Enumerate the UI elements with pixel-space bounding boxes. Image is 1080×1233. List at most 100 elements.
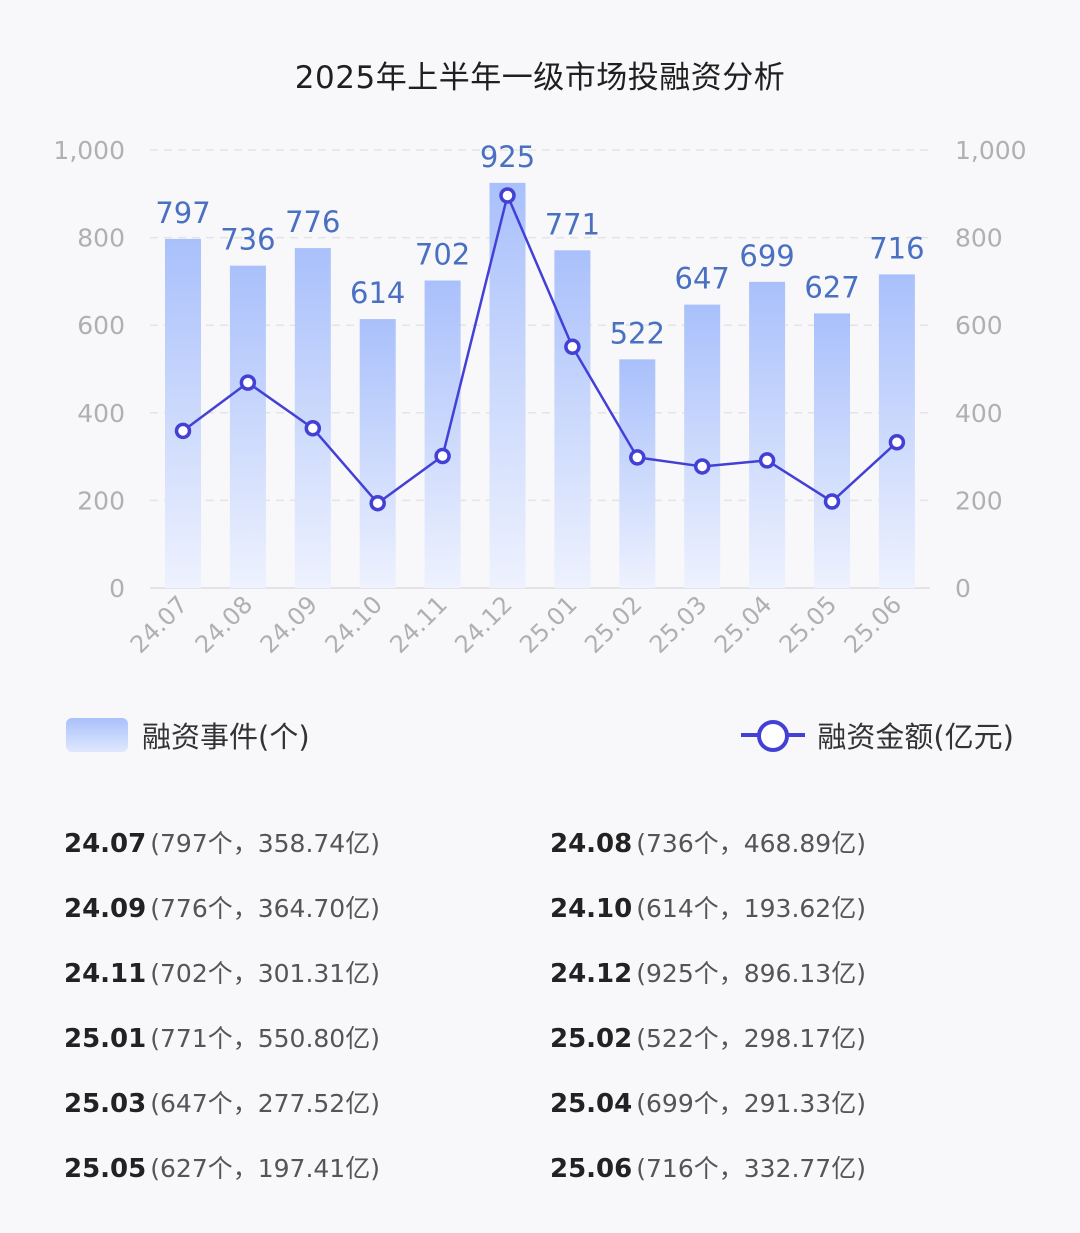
line-point: [174, 422, 192, 440]
summary-month: 25.06: [550, 1154, 633, 1184]
bar: [294, 248, 331, 588]
x-tick-label: 25.03: [644, 590, 712, 658]
summary-detail: (627个，197.41亿): [150, 1154, 380, 1183]
bar-value-label: 736: [220, 223, 275, 257]
x-tick-label: 25.05: [774, 590, 842, 658]
legend-line-label: 融资金额(亿元): [817, 720, 1014, 754]
summary-month: 24.10: [550, 894, 633, 924]
line-point: [499, 187, 516, 204]
bar: [359, 319, 396, 588]
summary-detail: (699个，291.33亿): [636, 1089, 866, 1118]
y-right-tick-label: 200: [955, 486, 1003, 515]
summary-detail: (736个，468.89亿): [636, 829, 866, 858]
combo-chart: 0 200 400 600 800 1,000 0 200 400 600 800 1,000 797 7…: [53, 136, 1027, 659]
line-point: [369, 494, 386, 512]
summary-item: 24.11 (702个，301.31亿): [64, 956, 550, 992]
bar: [684, 304, 721, 588]
x-tick-label: 24.10: [320, 590, 388, 658]
line-point: [304, 420, 322, 437]
bar-value-label: 716: [869, 231, 924, 265]
summary-item: 25.05 (627个，197.41亿): [64, 1151, 550, 1187]
legend-bars-label: 融资事件(个): [142, 720, 310, 754]
y-right-tick-label: 800: [955, 224, 1003, 253]
bar-value-label: 627: [804, 270, 859, 304]
y-right-tick-label: 0: [955, 574, 971, 603]
summary-item: 25.02 (522个，298.17亿): [550, 1021, 1024, 1057]
summary-month: 24.11: [64, 959, 147, 989]
summary-detail: (797个，358.74亿): [150, 829, 380, 858]
summary-detail: (702个，301.31亿): [150, 959, 380, 988]
y-right-tick-label: 600: [955, 311, 1003, 340]
summary-month: 24.08: [550, 829, 633, 859]
summary-item: 24.09 (776个，364.70亿): [64, 891, 550, 927]
line-point: [888, 433, 906, 451]
bar-value-label: 702: [415, 238, 470, 272]
y-left-tick-label: 800: [77, 224, 125, 253]
x-tick-label: 24.11: [384, 590, 452, 658]
summary-item: 25.03 (647个，277.52亿): [64, 1086, 550, 1122]
bar-value-label: 699: [739, 239, 794, 273]
summary-month: 24.12: [550, 959, 633, 989]
bar-value-label: 776: [285, 205, 340, 239]
bar: [878, 274, 915, 588]
x-tick-label: 25.01: [514, 590, 582, 658]
summary-item: 24.10 (614个，193.62亿): [550, 891, 1024, 927]
y-right-tick-label: 400: [955, 399, 1003, 428]
bar: [165, 238, 201, 588]
line-marker-icon: [741, 718, 806, 752]
amount-line: [182, 194, 898, 505]
summary-month: 24.07: [64, 829, 147, 859]
line-point: [629, 449, 646, 466]
bar-value-label: 771: [545, 207, 600, 241]
summary-month: 25.04: [550, 1089, 633, 1119]
y-left-tick-label: 400: [77, 399, 125, 428]
bar: [749, 281, 786, 588]
summary-item: 24.07 (797个，358.74亿): [64, 826, 550, 862]
legend-bars: 融资事件(个): [66, 712, 310, 758]
summary-item: 24.08 (736个，468.89亿): [550, 826, 1024, 862]
x-tick-label: 24.07: [125, 590, 193, 658]
summary-detail: (614个，193.62亿): [636, 894, 866, 923]
y-left-tick-label: 1,000: [53, 136, 125, 165]
x-tick-label: 24.09: [255, 590, 323, 658]
x-tick-label: 24.08: [190, 590, 258, 658]
summary-month: 25.01: [64, 1024, 147, 1054]
bar: [489, 182, 526, 588]
line-point: [693, 458, 711, 475]
bar-value-label: 925: [480, 140, 535, 174]
summary-item: 24.12 (925个，896.13亿): [550, 956, 1024, 992]
summary-item: 25.04 (699个，291.33亿): [550, 1086, 1024, 1122]
bar: [814, 313, 850, 588]
bar-value-label: 647: [675, 262, 730, 296]
bar: [619, 359, 656, 588]
chart-title: 2025年上半年一级市场投融资分析: [294, 60, 786, 96]
summary-item: 25.01 (771个，550.80亿): [64, 1021, 550, 1057]
line-point: [434, 447, 451, 465]
line-point: [758, 452, 776, 469]
summary-month: 24.09: [64, 894, 147, 924]
summary-detail: (925个，896.13亿): [636, 959, 866, 988]
x-tick-label: 25.04: [709, 590, 777, 658]
summary-detail: (776个，364.70亿): [150, 894, 380, 923]
y-left-tick-label: 600: [77, 311, 125, 340]
line-point: [823, 493, 841, 510]
summary-detail: (647个，277.52亿): [150, 1089, 380, 1118]
bar-value-label: 522: [610, 316, 665, 350]
y-left-tick-label: 0: [109, 574, 125, 603]
y-left-tick-label: 200: [77, 486, 125, 515]
summary-detail: (716个，332.77亿): [636, 1154, 866, 1183]
y-right-tick-label: 1,000: [955, 136, 1027, 165]
bar-swatch-icon: [66, 718, 128, 752]
line-point: [239, 374, 257, 391]
bar: [554, 250, 591, 588]
summary-month: 25.03: [64, 1089, 147, 1119]
summary-detail: (771个，550.80亿): [150, 1024, 380, 1053]
summary-list: 24.07 (797个，358.74亿) 24.08 (736个，468.89亿) 24…: [64, 826, 1024, 1187]
summary-detail: (522个，298.17亿): [636, 1024, 866, 1053]
bar-value-label: 614: [350, 276, 405, 310]
bar-value-label: 797: [155, 196, 210, 230]
x-tick-label: 24.12: [449, 590, 517, 658]
legend-line: 融资金额(亿元): [741, 712, 1014, 758]
summary-item: 25.06 (716个，332.77亿): [550, 1151, 1024, 1187]
